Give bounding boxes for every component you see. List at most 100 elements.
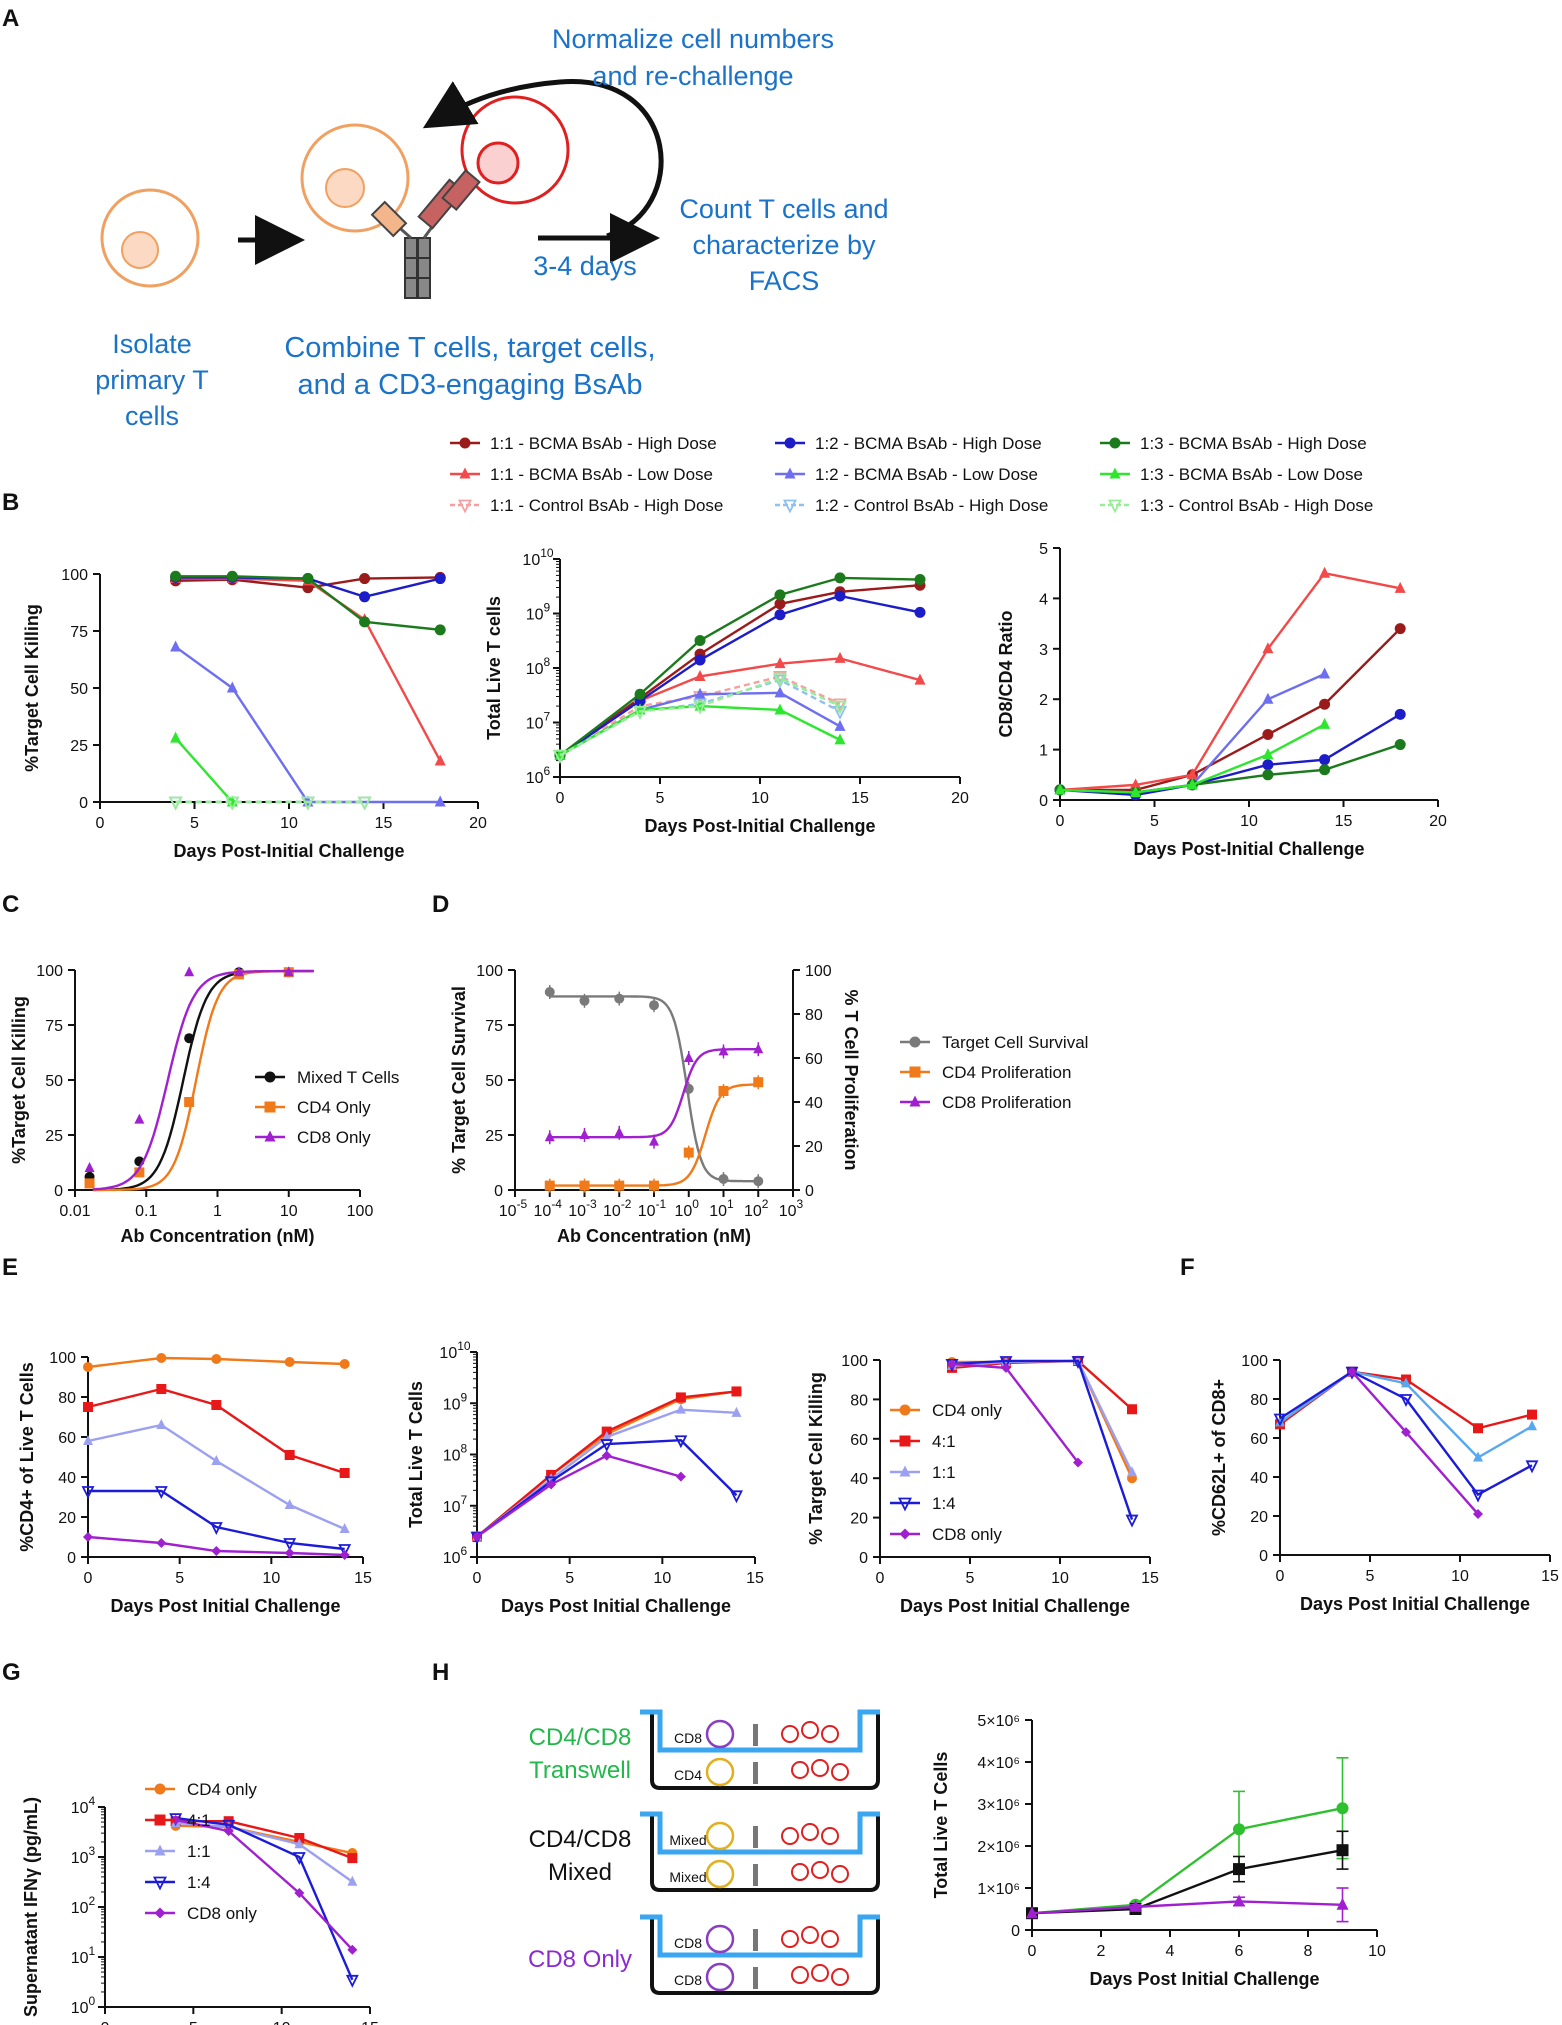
y-tick-label: 0 — [54, 1183, 63, 1200]
x-tick-label: 15 — [851, 790, 869, 807]
data-point — [1394, 623, 1406, 635]
x-tick-label: 10-2 — [603, 1197, 632, 1220]
data-point — [753, 1176, 764, 1187]
y2-tick-label: 100 — [805, 963, 832, 980]
y2-tick-label: 0 — [805, 1183, 814, 1200]
data-point — [834, 590, 846, 602]
y-tick-label: 0 — [859, 1550, 868, 1567]
data-point — [1073, 1457, 1083, 1468]
y-axis-title: %CD62L+ of CD8+ — [1209, 1379, 1229, 1536]
compartment-label: Mixed — [669, 1869, 706, 1885]
data-point — [601, 1450, 612, 1461]
y-tick-label: 40 — [58, 1470, 76, 1487]
target-cell-outer — [460, 95, 570, 205]
x-tick-label: 5 — [1150, 813, 1159, 830]
x-tick-label: 10-5 — [499, 1197, 528, 1220]
legend-label: 1:4 — [187, 1873, 211, 1892]
data-point — [1186, 778, 1198, 790]
t-cell-icon — [705, 1962, 735, 1992]
data-point — [233, 966, 244, 977]
legend-label: CD8 Proliferation — [942, 1093, 1071, 1112]
x-tick-label: 20 — [469, 815, 487, 832]
y-axis-title: Supernatant IFNγ (pg/mL) — [21, 1797, 41, 2017]
data-point — [774, 609, 786, 621]
chart-b-cd8-cd4-ratio: 0 5 10 15 20 0 1 2 3 4 5 Days Post-Initial Challeng… — [996, 541, 1447, 859]
legend-label: CD4 only — [932, 1401, 1002, 1420]
data-point — [544, 1131, 555, 1142]
y-tick-label: 100 — [61, 567, 88, 584]
data-point — [600, 1439, 614, 1453]
x-tick-label: 0 — [1028, 1943, 1037, 1960]
x-tick-label: 100 — [347, 1203, 374, 1220]
y-tick-label: 25 — [70, 738, 88, 755]
data-point — [359, 616, 371, 628]
data-point — [1527, 1420, 1537, 1431]
data-point — [83, 1362, 93, 1372]
data-point — [675, 1392, 686, 1403]
data-point — [156, 1538, 167, 1548]
data-point — [211, 1354, 222, 1364]
data-point — [1262, 769, 1274, 781]
data-point — [730, 1490, 743, 1504]
data-point — [284, 1450, 295, 1460]
data-point — [675, 1403, 686, 1414]
data-point — [1127, 1466, 1137, 1477]
series-line — [175, 577, 442, 762]
y-tick-label: 80 — [850, 1392, 868, 1409]
data-point — [154, 1486, 168, 1500]
data-point — [579, 1129, 590, 1139]
legend-label: 1:3 - Control BsAb - High Dose — [1140, 496, 1373, 515]
data-point — [83, 1435, 93, 1445]
y-axis-title: % Target Cell Killing — [806, 1372, 826, 1545]
data-point — [338, 1544, 352, 1558]
data-point — [156, 1353, 167, 1363]
y-tick-label: 100 — [476, 963, 503, 980]
target-cell-icon — [791, 1863, 809, 1881]
isolate-line-2: primary T — [95, 365, 209, 395]
compartment-label: CD8 — [674, 1730, 702, 1746]
x-tick-label: 15 — [1541, 1568, 1559, 1585]
series-line — [1059, 571, 1401, 792]
legend-label: CD8 Only — [297, 1128, 371, 1147]
chart-b-killing: 0 5 10 15 20 0 25 50 75 100 Days Post-Initial Chal… — [22, 567, 487, 861]
data-point — [614, 993, 625, 1004]
target-cell-nucleus — [476, 141, 520, 185]
x-tick-label: 20 — [1429, 813, 1447, 830]
y-tick-label: 75 — [485, 1018, 503, 1035]
data-point — [718, 1086, 729, 1096]
data-point — [359, 591, 371, 603]
legend-marker — [1108, 499, 1122, 514]
y-tick-label: 108 — [443, 1442, 468, 1465]
legend-marker — [899, 1465, 911, 1477]
x-tick-label: 0.1 — [135, 1203, 157, 1220]
data-point — [833, 700, 847, 715]
well-outline — [650, 1915, 880, 1995]
data-point — [284, 1499, 295, 1509]
target-cell-icon — [811, 1861, 829, 1879]
data-point — [283, 966, 294, 977]
chart-g-ifng: 051015100101102103104Days Post Initial C… — [21, 1794, 379, 2025]
y-tick-label: 0 — [1039, 793, 1048, 810]
data-point — [649, 1000, 659, 1011]
x-tick-label: 100 — [675, 1197, 700, 1220]
x-tick-label: 0 — [101, 2020, 110, 2025]
data-point — [833, 705, 847, 720]
transwell-insert — [640, 1811, 880, 1855]
data-point — [553, 749, 567, 764]
chart-e-killing: 0 5 10 15 0 20 40 60 80 100 Days Post Initial Chal… — [806, 1353, 1159, 1616]
data-point — [579, 1180, 590, 1191]
y-tick-label: 100 — [49, 1350, 76, 1367]
y-axis-title: %Target Cell Killing — [9, 996, 29, 1164]
y-tick-label: 80 — [58, 1390, 76, 1407]
series-line — [476, 1438, 738, 1538]
legend-marker — [909, 1095, 921, 1107]
combine-line-2: and a CD3-engaging BsAb — [297, 369, 642, 401]
rechallenge-arrow — [422, 79, 664, 239]
data-point — [1026, 1906, 1038, 1919]
x-tick-label: 10 — [262, 1570, 280, 1587]
x-tick-label: 5 — [189, 2020, 198, 2025]
series-line — [559, 594, 921, 757]
legend-label: CD4 Proliferation — [942, 1063, 1071, 1082]
y-axis-title: %Target Cell Killing — [22, 604, 42, 772]
data-point — [1336, 1897, 1349, 1910]
